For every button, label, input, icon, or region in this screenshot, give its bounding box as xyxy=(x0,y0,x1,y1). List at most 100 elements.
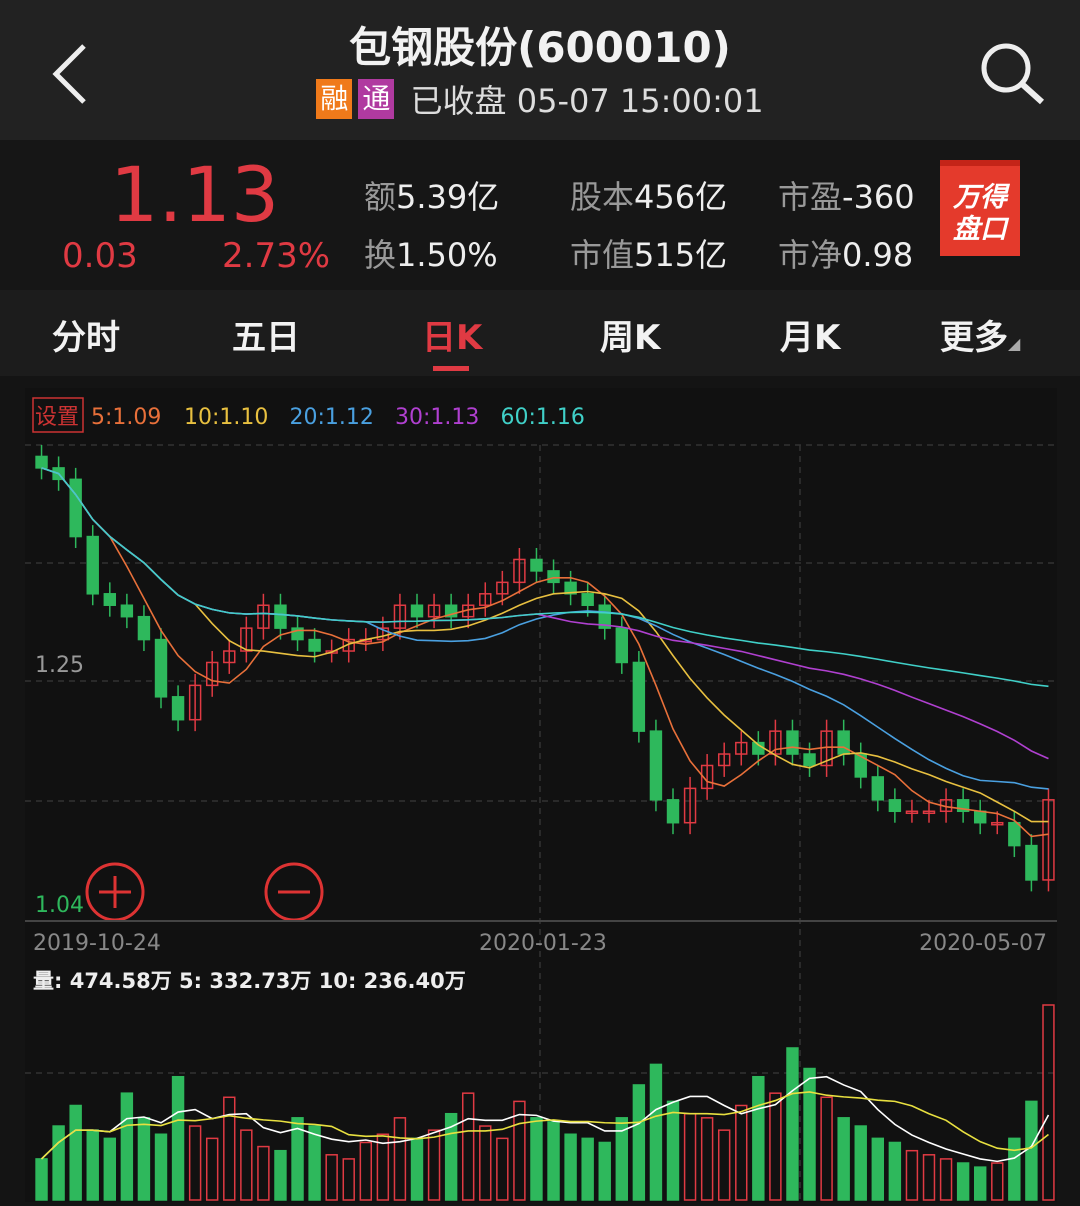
tab-monthly-k[interactable]: 月K xyxy=(780,318,841,358)
candle xyxy=(154,638,168,698)
volume-ma-line xyxy=(40,1075,1050,1163)
price-change-pct: 2.73% xyxy=(222,236,331,276)
volume-legend: 量: 474.58万 5: 332.73万 10: 236.40万 xyxy=(33,969,466,993)
candle xyxy=(35,455,48,469)
x-label-start: 2019-10-24 xyxy=(33,931,161,956)
volume-bars xyxy=(35,1004,1055,1201)
zoom-out-button[interactable] xyxy=(264,862,324,922)
volume-bar xyxy=(598,1141,611,1201)
header: 包钢股份(600010) 融通 已收盘 05-07 15:00:01 xyxy=(0,0,1080,140)
volume-bar xyxy=(325,1154,338,1201)
volume-bar xyxy=(649,1063,663,1201)
tab-intraday[interactable]: 分时 xyxy=(52,318,120,358)
zoom-in-button[interactable] xyxy=(85,862,145,922)
active-tab-indicator xyxy=(433,366,469,371)
volume-bar xyxy=(393,1117,407,1201)
volume-ma-line xyxy=(40,1091,1049,1160)
candle xyxy=(598,604,611,629)
volume-bar xyxy=(274,1149,287,1201)
stat-pb: 市净0.98 xyxy=(778,236,914,274)
volume-bar xyxy=(205,1137,219,1201)
kline-chart-panel[interactable]: 设置 5:1.09 10:1.10 20:1.12 30:1.13 60:1.16 1.… xyxy=(25,388,1057,1202)
volume-bar xyxy=(52,1125,65,1201)
price-change: 0.03 xyxy=(62,236,138,276)
margin-badge: 融 xyxy=(316,79,353,119)
volume-bar xyxy=(342,1158,355,1201)
volume-bar xyxy=(376,1133,390,1201)
candle xyxy=(120,604,134,618)
candle xyxy=(69,478,82,538)
candle xyxy=(649,730,663,801)
y-label-bottom: 1.04 xyxy=(35,893,84,918)
volume-bar xyxy=(837,1117,850,1201)
volume-bar xyxy=(1042,1004,1055,1201)
volume-bar xyxy=(547,1121,560,1201)
stat-market-cap: 市值515亿 xyxy=(570,236,728,274)
volume-bar xyxy=(137,1117,151,1201)
page-title: 包钢股份(600010) xyxy=(349,23,731,72)
volume-bar xyxy=(871,1137,885,1201)
ma-legend-item: 30:1.13 xyxy=(395,405,479,430)
candle xyxy=(1008,821,1021,847)
quote-panel xyxy=(0,140,1080,290)
volume-ma-lines xyxy=(40,1075,1050,1163)
candle xyxy=(205,661,219,687)
candle xyxy=(803,753,816,767)
candle xyxy=(240,627,253,652)
ma-line xyxy=(41,467,1049,838)
candle xyxy=(137,615,151,641)
candle xyxy=(325,650,338,654)
settings-label[interactable]: 设置 xyxy=(35,405,79,430)
tab-more[interactable]: 更多◢ xyxy=(940,318,1021,358)
kline-chart[interactable]: 设置 5:1.09 10:1.10 20:1.12 30:1.13 60:1.16 1.… xyxy=(25,388,1057,1202)
candle xyxy=(342,638,355,652)
tab-weekly-k[interactable]: 周K xyxy=(600,318,661,358)
volume-bar xyxy=(564,1133,577,1201)
ma-line xyxy=(41,467,1049,688)
ma-line xyxy=(41,467,1049,823)
candle xyxy=(615,627,629,664)
candle xyxy=(444,604,458,618)
candle xyxy=(922,810,936,815)
candle xyxy=(393,604,407,629)
volume-bar xyxy=(991,1162,1004,1201)
volume-bar xyxy=(461,1092,475,1201)
volume-bar xyxy=(479,1125,492,1201)
volume-bar xyxy=(956,1162,970,1201)
volume-bar xyxy=(973,1166,987,1201)
volume-bar xyxy=(905,1149,919,1201)
tab-five-day[interactable]: 五日 xyxy=(232,318,300,358)
stat-shares: 股本456亿 xyxy=(570,178,728,216)
volume-bar xyxy=(496,1137,509,1201)
volume-bar xyxy=(666,1100,680,1201)
volume-bar xyxy=(939,1158,953,1201)
wind-orderbook-button[interactable]: 万得盘口 xyxy=(940,160,1020,256)
candle xyxy=(103,593,117,606)
volume-bar xyxy=(632,1084,646,1201)
candle xyxy=(1025,844,1038,881)
x-label-mid: 2020-01-23 xyxy=(479,931,607,956)
connect-badge: 通 xyxy=(358,79,395,119)
volume-bar xyxy=(308,1125,321,1201)
candles xyxy=(35,445,1055,892)
candle xyxy=(410,604,424,618)
volume-bar xyxy=(717,1129,731,1201)
volume-bar xyxy=(735,1104,748,1201)
candle xyxy=(257,604,270,629)
chevron-left-icon[interactable] xyxy=(48,42,92,106)
tab-daily-k[interactable]: 日K xyxy=(422,318,483,358)
candle xyxy=(530,558,543,572)
x-label-end: 2020-05-07 xyxy=(919,931,1047,956)
volume-bar xyxy=(615,1117,629,1201)
volume-bar xyxy=(410,1137,424,1201)
stat-amount: 额5.39亿 xyxy=(364,178,500,216)
last-price: 1.13 xyxy=(110,150,280,239)
search-icon[interactable] xyxy=(978,40,1048,106)
volume-bar xyxy=(223,1096,236,1201)
settings-button[interactable] xyxy=(32,397,84,433)
candle xyxy=(956,799,970,813)
candle xyxy=(905,810,919,815)
candle xyxy=(854,753,867,778)
volume-bar xyxy=(888,1141,902,1201)
candle xyxy=(291,627,304,641)
